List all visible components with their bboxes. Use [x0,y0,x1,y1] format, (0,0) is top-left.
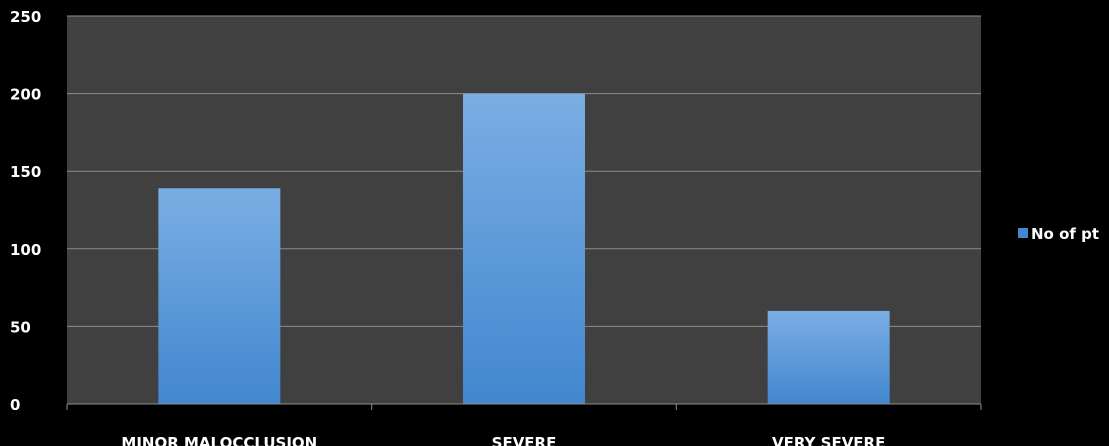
x-category-label: VERY SEVERE [772,434,885,446]
y-tick-label: 50 [10,318,31,336]
bar-minor-malocclusion [158,188,281,404]
legend-swatch-no-of-pt [1018,228,1028,238]
y-axis-ticks: 0 50 100 150 200 250 [10,8,41,414]
bar-severe [463,93,585,404]
y-tick-label: 200 [10,86,41,104]
x-category-label: MINOR MALOCCLUSION [121,434,317,446]
y-tick-label: 0 [10,396,20,414]
legend: No of pt [1018,225,1099,243]
bars [158,93,890,404]
y-tick-label: 150 [10,163,41,181]
legend-label-no-of-pt: No of pt [1031,225,1099,243]
x-axis-categories: MINOR MALOCCLUSION SEVERE VERY SEVERE [121,434,885,446]
bar-very-severe [767,310,890,404]
y-tick-label: 100 [10,241,41,259]
x-category-label: SEVERE [492,434,557,446]
x-axis [66,403,982,410]
y-tick-label: 250 [10,8,41,26]
